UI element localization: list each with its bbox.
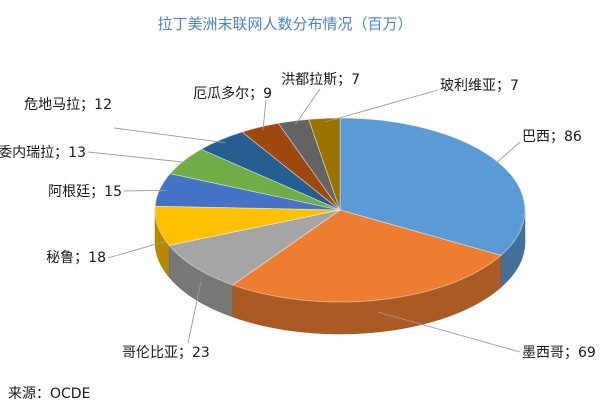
slice-委内瑞拉-leader — [87, 151, 190, 164]
slice-委内瑞拉-label: 委内瑞拉；13 — [0, 145, 86, 161]
slice-阿根廷-leader — [123, 189, 167, 192]
slice-哥伦比亚 — [168, 209, 341, 286]
slice-哥伦比亚-label: 哥伦比亚；23 — [122, 345, 210, 361]
slice-玻利维亚-leader — [324, 89, 439, 123]
chart-title: 拉丁美洲末联网人数分布情况（百万） — [157, 15, 412, 33]
pie-leaders — [87, 88, 521, 353]
slice-秘鲁-label: 秘鲁；18 — [46, 250, 106, 266]
slice-墨西哥-leader — [378, 311, 521, 353]
slice-厄瓜多尔-leader — [262, 99, 267, 131]
slice-玻利维亚-label: 玻利维亚；7 — [440, 78, 519, 94]
slice-巴西 — [339, 117, 526, 256]
slice-哥伦比亚-leader — [187, 280, 202, 344]
slice-阿根廷-label: 阿根廷；15 — [48, 184, 122, 200]
pie-labels: 巴西；86 墨西哥；69 哥伦比亚；23 秘鲁；18 阿根廷；15 委内瑞拉；13 危地马拉… — [0, 72, 596, 361]
slice-巴西-label: 巴西；86 — [522, 129, 582, 145]
slice-厄瓜多尔-label: 厄瓜多尔；9 — [193, 85, 272, 102]
slice-洪都拉斯-leader — [294, 88, 321, 125]
slice-危地马拉-label: 危地马拉；12 — [24, 97, 112, 113]
slice-洪都拉斯-label: 洪都拉斯；7 — [281, 72, 360, 88]
pie-tops — [154, 117, 526, 303]
slice-墨西哥-label: 墨西哥；69 — [522, 345, 596, 361]
slice-秘鲁-leader — [107, 241, 166, 259]
slice-危地马拉-leader — [113, 127, 226, 144]
slice-墨西哥 — [231, 209, 502, 303]
source-note: 来源：OCDE — [8, 386, 90, 402]
slice-巴西-leader — [493, 141, 521, 166]
